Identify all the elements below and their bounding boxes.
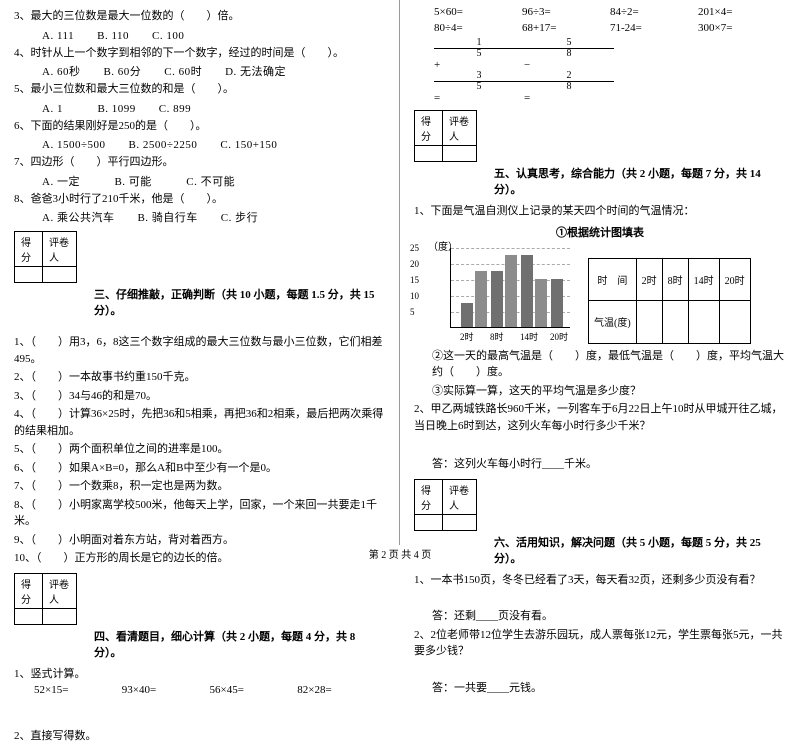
- score-label: 得分: [415, 111, 443, 146]
- q5: 5、最小三位数和最大三位数的和是（ ）。: [14, 81, 385, 98]
- j2: 2、（ ）一本故事书约重150千克。: [14, 369, 385, 386]
- calc-item: 93×40=: [122, 684, 210, 696]
- th: 时 间: [589, 258, 637, 301]
- j1: 1、（ ）用3，6，8这三个数字组成的最大三位数与最小三位数，它们相差495。: [14, 334, 385, 367]
- grader-label: 评卷人: [443, 479, 477, 514]
- th: 20时: [719, 258, 750, 301]
- p2: 2、2位老师带12位学生去游乐园玩，成人票每张12元，学生票每张5元，一共要多少…: [414, 627, 786, 660]
- score-box-3: 得分评卷人: [14, 231, 385, 283]
- mental-row1: 5×60= 96÷3= 84÷2= 201×4=: [414, 6, 786, 18]
- data-table: 时 间 2时 8时 14时 20时 气温(度): [588, 258, 751, 344]
- j8: 8、（ ）小明家离学校500米，他每天上学，回家，一个来回一共要走1千米。: [14, 497, 385, 530]
- calc1-label: 1、竖式计算。: [14, 666, 385, 683]
- score-label: 得分: [15, 573, 43, 608]
- p1: 1、一本书150页，冬冬已经看了3天，每天看32页，还剩多少页没有看？: [414, 572, 786, 589]
- section-4-title: 四、看清题目，细心计算（共 2 小题，每题 4 分，共 8 分）。: [14, 628, 385, 660]
- score-label: 得分: [415, 479, 443, 514]
- bar-chart: （度） 2520151052时8时14时20时: [428, 244, 578, 344]
- frac-row: 15 + 35 = 58 − 28 =: [414, 38, 786, 104]
- ans2: 答：还剩____页没有看。: [414, 608, 786, 625]
- j5: 5、（ ）两个面积单位之间的进率是100。: [14, 441, 385, 458]
- td: 气温(度): [589, 301, 637, 344]
- q4-opts: A. 60秒 B. 60分 C. 60时 D. 无法确定: [14, 63, 385, 79]
- calc-item: 68+17=: [522, 22, 610, 34]
- q8: 8、爸爸3小时行了210千米，他是（ ）。: [14, 191, 385, 208]
- calc-item: 52×15=: [34, 684, 122, 696]
- j7: 7、（ ）一个数乘8，积一定也是两为数。: [14, 478, 385, 495]
- q6-opts: A. 1500÷500 B. 2500÷2250 C. 150+150: [14, 136, 385, 152]
- th: 2时: [636, 258, 662, 301]
- calc-item: 56×45=: [210, 684, 298, 696]
- q5-2b: ③实际算一算，这天的平均气温是多少度？: [414, 383, 786, 400]
- calc-row: 52×15= 93×40= 56×45= 82×28=: [14, 684, 385, 696]
- q4: 4、时针从上一个数字到相邻的下一个数字，经过的时间是（ ）。: [14, 45, 385, 62]
- j6: 6、（ ）如果A×B=0，那么A和B中至少有一个是0。: [14, 460, 385, 477]
- grader-label: 评卷人: [43, 573, 77, 608]
- section-5-title: 五、认真思考，综合能力（共 2 小题，每题 7 分，共 14 分）。: [414, 165, 786, 197]
- calc-item: 71-24=: [610, 22, 698, 34]
- frac-expr: 15 + 35 =: [434, 38, 524, 104]
- score-label: 得分: [15, 232, 43, 267]
- calc-item: 82×28=: [297, 684, 385, 696]
- chart-title: ①根据统计图填表: [414, 224, 786, 240]
- calc-item: 300×7=: [698, 22, 786, 34]
- q5-2: 2、甲乙两城铁路长960千米，一列客车于6月22日上午10时从甲城开往乙城，当日…: [414, 401, 786, 434]
- ans1: 答：这列火车每小时行____千米。: [414, 456, 786, 473]
- score-box-6: 得分评卷人: [414, 479, 786, 531]
- page-footer: 第 2 页 共 4 页: [0, 546, 800, 561]
- score-box-4: 得分评卷人: [14, 573, 385, 625]
- q3-opts: A. 111 B. 110 C. 100: [14, 27, 385, 43]
- j3: 3、（ ）34与46的和是70。: [14, 388, 385, 405]
- grader-label: 评卷人: [443, 111, 477, 146]
- q7: 7、四边形（ ）平行四边形。: [14, 154, 385, 171]
- q5-opts: A. 1 B. 1099 C. 899: [14, 100, 385, 116]
- calc-item: 5×60=: [434, 6, 522, 18]
- q8-opts: A. 乘公共汽车 B. 骑自行车 C. 步行: [14, 209, 385, 225]
- q5-1: 1、下面是气温自测仪上记录的某天四个时间的气温情况：: [414, 203, 786, 220]
- th: 14时: [688, 258, 719, 301]
- calc-item: 80÷4=: [434, 22, 522, 34]
- grader-label: 评卷人: [43, 232, 77, 267]
- mental-row2: 80÷4= 68+17= 71-24= 300×7=: [414, 22, 786, 34]
- calc-item: 96÷3=: [522, 6, 610, 18]
- q6: 6、下面的结果刚好是250的是（ ）。: [14, 118, 385, 135]
- ans3: 答：一共要____元钱。: [414, 680, 786, 697]
- calc2-label: 2、直接写得数。: [14, 728, 385, 745]
- frac-expr: 58 − 28 =: [524, 38, 614, 104]
- score-box-5: 得分评卷人: [414, 110, 786, 162]
- q5-2a: ②这一天的最高气温是（ ）度，最低气温是（ ）度，平均气温大约（ ）度。: [414, 348, 786, 381]
- section-3-title: 三、仔细推敲，正确判断（共 10 小题，每题 1.5 分，共 15 分）。: [14, 286, 385, 318]
- th: 8时: [662, 258, 688, 301]
- calc-item: 201×4=: [698, 6, 786, 18]
- calc-item: 84÷2=: [610, 6, 698, 18]
- q3: 3、最大的三位数是最大一位数的（ ）倍。: [14, 8, 385, 25]
- q7-opts: A. 一定 B. 可能 C. 不可能: [14, 173, 385, 189]
- j4: 4、（ ）计算36×25时，先把36和5相乘，再把36和2相乘，最后把两次乘得的…: [14, 406, 385, 439]
